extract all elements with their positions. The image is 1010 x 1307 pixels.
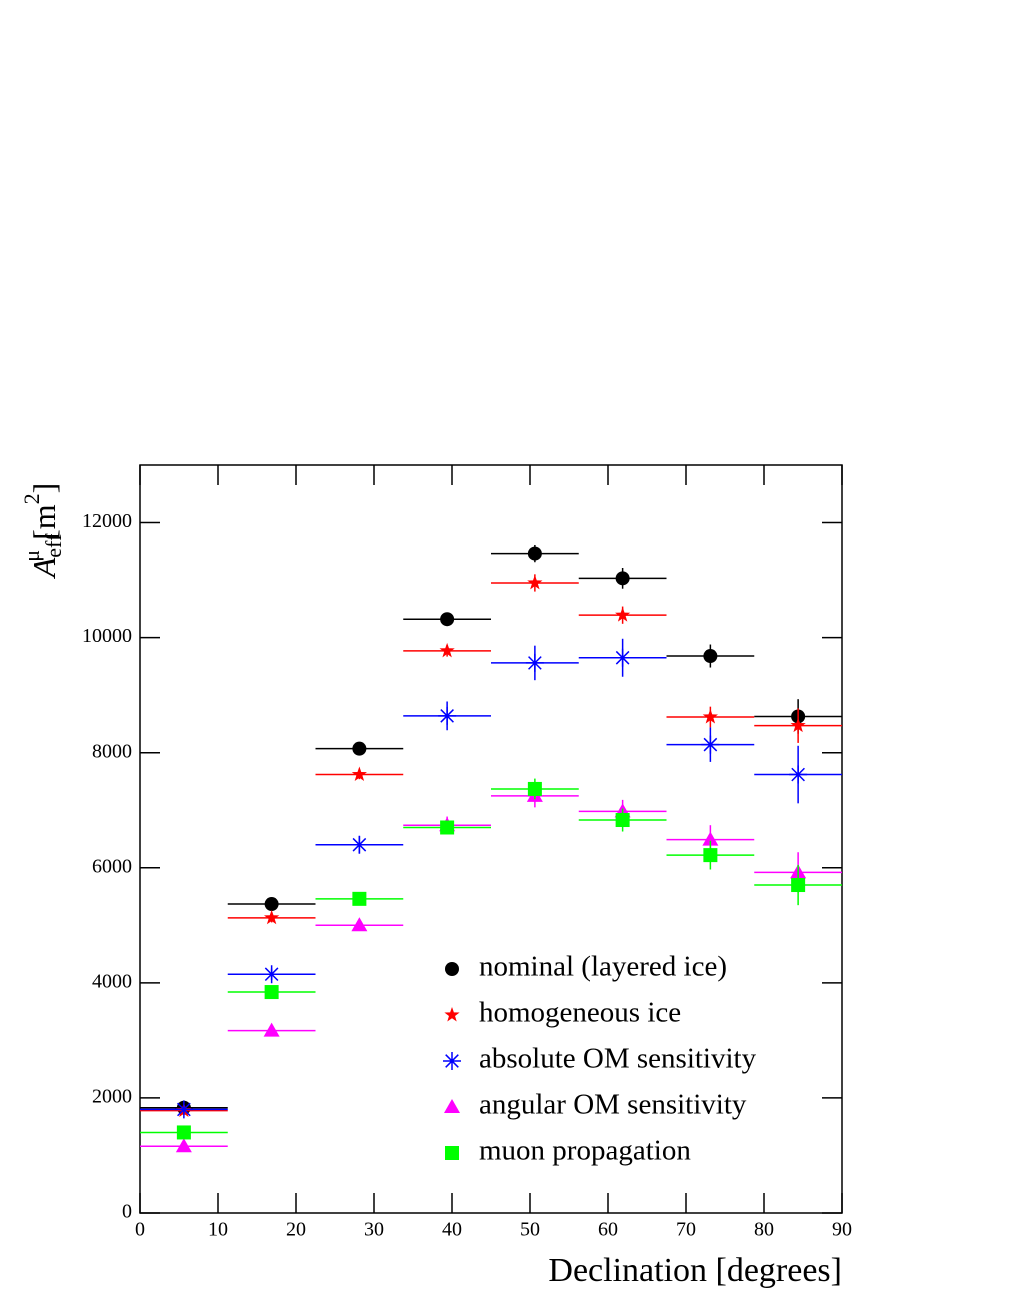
marker — [176, 1125, 191, 1140]
marker — [445, 962, 459, 976]
x-tick-label: 70 — [676, 1219, 696, 1241]
marker — [525, 653, 544, 672]
marker — [440, 820, 455, 835]
marker — [445, 1146, 459, 1160]
marker — [440, 612, 455, 627]
x-tick-label: 0 — [135, 1219, 145, 1241]
marker — [352, 891, 367, 906]
marker — [791, 878, 806, 893]
marker — [263, 1022, 280, 1037]
y-label-sub: eff — [41, 533, 66, 558]
x-tick-label: 90 — [832, 1219, 852, 1241]
marker — [264, 909, 280, 925]
marker — [615, 607, 631, 622]
marker — [264, 985, 279, 1000]
marker — [351, 917, 368, 932]
y-tick-label: 6000 — [92, 855, 132, 877]
marker — [444, 1007, 460, 1022]
marker — [438, 706, 457, 725]
marker — [351, 766, 367, 782]
legend-label: absolute OM sensitivity — [479, 1043, 757, 1075]
y-tick-label: 12000 — [82, 510, 132, 532]
x-axis-label: Declination [degrees] — [548, 1252, 842, 1289]
y-tick-label: 2000 — [92, 1086, 132, 1108]
marker — [175, 1138, 192, 1153]
marker — [701, 735, 720, 754]
marker — [702, 709, 718, 724]
marker — [613, 648, 632, 667]
marker — [615, 813, 630, 828]
plot-frame — [139, 464, 843, 1214]
marker — [527, 574, 543, 590]
marker — [444, 1099, 460, 1113]
marker — [352, 741, 367, 756]
marker — [443, 1052, 461, 1070]
marker — [703, 848, 718, 863]
y-axis-label: Aeffμ [m2] — [19, 483, 66, 580]
marker — [615, 571, 630, 586]
y-label-sup: μ — [19, 550, 44, 562]
marker — [702, 831, 719, 846]
x-tick-label: 30 — [364, 1219, 384, 1241]
marker — [264, 897, 279, 912]
marker — [262, 965, 281, 984]
y-tick-label: 0 — [122, 1201, 132, 1223]
y-tick-label: 4000 — [92, 970, 132, 992]
x-tick-label: 50 — [520, 1219, 540, 1241]
x-tick-label: 10 — [208, 1219, 228, 1241]
y-label-unit-sup: 2 — [19, 493, 44, 504]
x-tick-label: 20 — [286, 1219, 306, 1241]
marker — [527, 546, 542, 561]
legend-label: muon propagation — [479, 1135, 691, 1167]
marker — [789, 765, 808, 784]
legend-label: angular OM sensitivity — [479, 1089, 747, 1121]
y-label-unit: [m — [26, 504, 62, 540]
legend-label: nominal (layered ice) — [479, 951, 727, 983]
x-tick-label: 60 — [598, 1219, 618, 1241]
marker — [174, 1100, 193, 1119]
y-label-close: ] — [26, 483, 62, 494]
y-tick-label: 10000 — [82, 625, 132, 647]
marker — [527, 781, 542, 796]
marker — [790, 717, 806, 733]
y-tick-label: 8000 — [92, 740, 132, 762]
x-tick-label: 80 — [754, 1219, 774, 1241]
legend-label: homogeneous ice — [479, 997, 681, 1029]
marker — [439, 642, 455, 658]
x-tick-label: 40 — [442, 1219, 462, 1241]
marker — [350, 835, 369, 854]
marker — [703, 649, 718, 664]
y-label-symbol: A — [26, 557, 62, 579]
